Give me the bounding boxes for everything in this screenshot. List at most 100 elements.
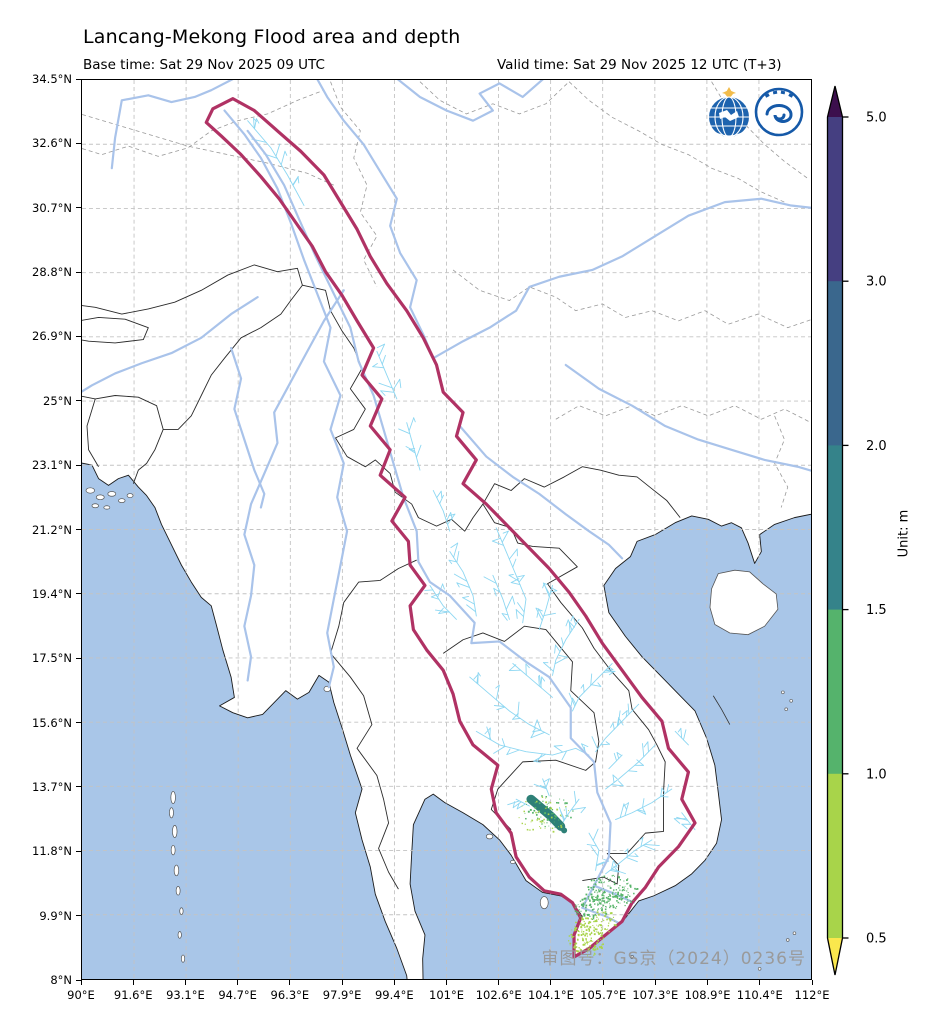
lon-tick	[393, 980, 395, 985]
colorbar-tick-label: 1.5	[866, 603, 887, 618]
lon-tick	[132, 980, 134, 985]
map-canvas	[81, 79, 812, 980]
minor-river	[483, 574, 516, 621]
lon-tick	[289, 980, 291, 985]
wmo-logo-icon	[709, 87, 749, 138]
cma-logo-icon	[754, 87, 804, 137]
small-islets	[757, 690, 797, 971]
lat-tick-label: 26.9°N	[32, 329, 72, 344]
country-border	[82, 317, 149, 344]
lon-tick-label: 91.6°E	[113, 988, 153, 1002]
province-border	[82, 114, 334, 186]
colorbar-tick-label: 0.5	[866, 932, 887, 947]
major-river	[396, 80, 544, 122]
minor-river	[424, 583, 457, 620]
colorbar-segment	[827, 117, 843, 282]
major-river	[592, 884, 635, 904]
colorbar-segment	[827, 773, 843, 939]
lat-tick-label: 21.2°N	[32, 522, 72, 537]
islands-layer	[85, 487, 635, 963]
depth-colorbar: 5.0 3.0 2.0 1.5 1.0 0.5	[826, 85, 887, 976]
lat-tick	[76, 850, 81, 852]
colorbar-tick-label: 2.0	[866, 439, 887, 454]
lat-tick-label: 11.8°N	[32, 844, 72, 859]
major-river	[223, 109, 349, 689]
lat-tick-label: 15.6°N	[32, 715, 72, 730]
flood-speckles	[590, 911, 617, 934]
lon-tick-label: 93.1°E	[166, 988, 205, 1002]
minor-river	[605, 837, 660, 875]
minor-river	[432, 490, 456, 532]
lon-tick	[498, 980, 500, 985]
major-river	[229, 346, 266, 509]
map-approval-watermark: 审图号：GS京（2024）0236号	[541, 949, 806, 969]
major-river	[458, 424, 624, 560]
lat-tick	[76, 657, 81, 659]
minor-river	[543, 615, 580, 676]
flood-speckles	[518, 796, 569, 833]
lon-tick-label: 112°E	[794, 988, 830, 1002]
grid-layer	[82, 80, 811, 979]
colorbar-segment	[827, 609, 843, 775]
map-svg	[82, 80, 811, 979]
colorbar-segment	[827, 281, 843, 446]
lat-tick	[76, 722, 81, 724]
country-border	[302, 284, 681, 532]
lat-tick	[76, 786, 81, 788]
minor-river	[674, 727, 689, 746]
minor-river	[558, 790, 586, 824]
lon-tick	[80, 980, 82, 985]
lon-tick	[184, 980, 186, 985]
minor-river	[398, 417, 422, 471]
lon-tick	[811, 980, 813, 985]
flood-speckles	[574, 896, 608, 920]
country-border	[442, 625, 600, 831]
minor-river	[507, 798, 530, 810]
lat-tick-label: 17.5°N	[32, 651, 72, 666]
lat-tick-label: 28.8°N	[32, 265, 72, 280]
lat-tick	[76, 78, 81, 80]
country-border	[82, 395, 164, 484]
lat-tick-label: 32.6°N	[32, 136, 72, 151]
hainan-island	[709, 569, 779, 636]
lon-tick	[446, 980, 447, 985]
lat-tick	[76, 271, 81, 273]
lat-tick	[76, 335, 81, 337]
major-river	[564, 363, 811, 472]
lat-tick	[76, 979, 81, 981]
country-border	[330, 559, 417, 890]
lat-tick	[76, 915, 81, 917]
colorbar-segment	[827, 445, 843, 611]
ocean-layer	[82, 462, 408, 979]
lon-tick-label: 110.4°E	[736, 988, 783, 1002]
lon-tick	[654, 980, 656, 985]
lat-tick-label: 19.4°N	[32, 586, 72, 601]
lon-tick	[602, 980, 604, 985]
lon-tick-label: 102.6°E	[475, 988, 522, 1002]
lat-tick	[76, 593, 81, 595]
country-border	[482, 503, 666, 885]
lat-tick-label: 9.9°N	[39, 908, 72, 923]
lat-tick-label: 34.5°N	[32, 72, 72, 86]
minor-river	[605, 741, 656, 790]
minor-river	[535, 582, 558, 631]
lon-tick-label: 101°E	[429, 988, 464, 1002]
minor-river	[469, 672, 550, 739]
lon-tick	[237, 980, 239, 985]
major-river	[243, 289, 345, 682]
flood-area-dot	[561, 827, 568, 834]
country-border	[86, 398, 99, 467]
lon-tick	[707, 980, 709, 985]
province-border	[555, 405, 811, 423]
lat-tick-label: 23.1°N	[32, 458, 72, 473]
lat-tick-label: 25°N	[43, 393, 72, 408]
lon-tick	[550, 980, 552, 985]
minor-river	[533, 778, 550, 797]
minor-river	[608, 752, 623, 770]
lon-tick-label: 104.1°E	[527, 988, 574, 1002]
lancang-mekong-basin-boundary	[204, 97, 697, 959]
valid-time-label: Valid time: Sat 29 Nov 2025 12 UTC (T+3)	[497, 57, 782, 73]
major-river	[82, 296, 259, 393]
lon-tick	[341, 980, 343, 985]
lon-tick-label: 99.4°E	[374, 988, 414, 1002]
